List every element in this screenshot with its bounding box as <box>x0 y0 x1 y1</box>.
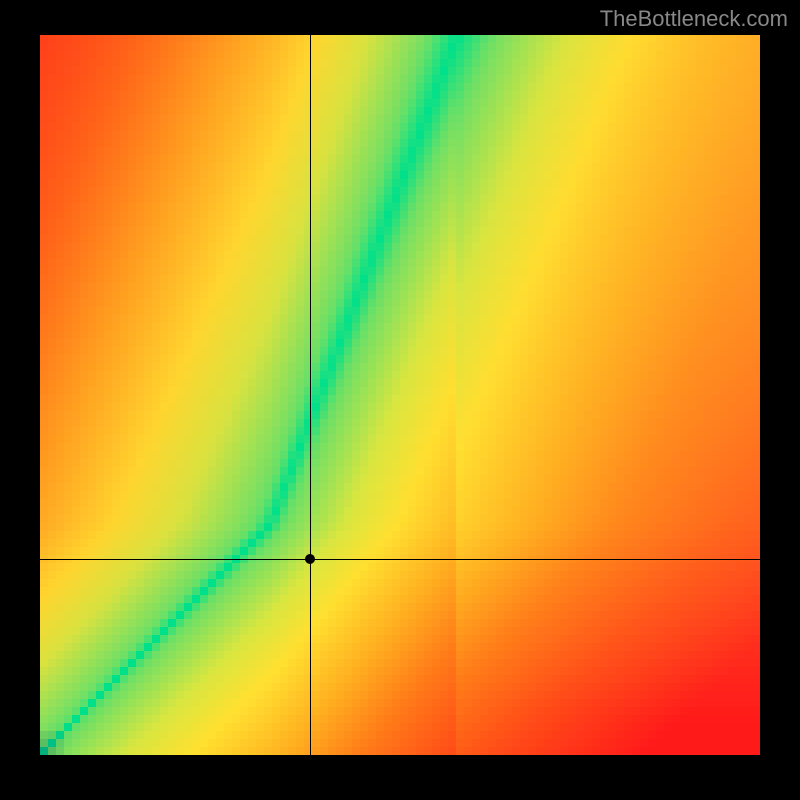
marker-dot <box>305 554 315 564</box>
watermark-text: TheBottleneck.com <box>600 6 788 32</box>
heatmap-canvas <box>40 35 760 755</box>
crosshair-horizontal <box>40 559 760 560</box>
crosshair-vertical <box>310 35 311 755</box>
heatmap-plot <box>40 35 760 755</box>
